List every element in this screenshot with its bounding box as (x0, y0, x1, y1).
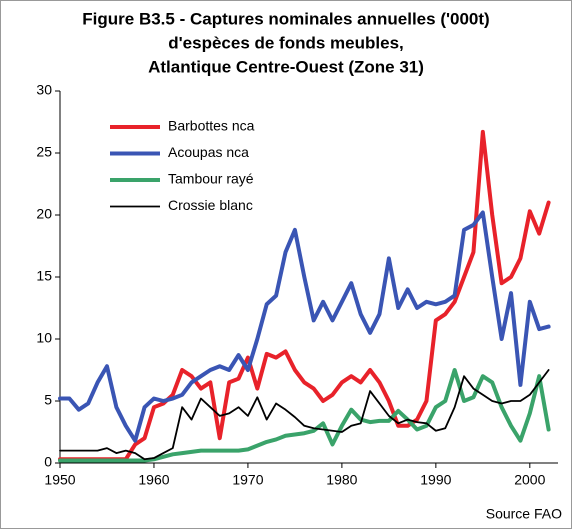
y-tick-label: 10 (36, 330, 52, 346)
x-tick-label: 1950 (44, 472, 75, 488)
legend-label: Barbottes nca (168, 118, 255, 134)
series-line (58, 368, 551, 463)
legend-label: Acoupas nca (168, 144, 249, 160)
x-tick-label: 2000 (514, 472, 545, 488)
y-tick-label: 25 (36, 144, 52, 160)
x-tick-label: 1970 (232, 472, 263, 488)
x-tick-label: 1980 (326, 472, 357, 488)
chart-title: Atlantique Centre-Ouest (Zone 31) (148, 57, 424, 76)
x-tick-label: 1960 (138, 472, 169, 488)
y-tick-label: 20 (36, 206, 52, 222)
y-tick-label: 15 (36, 268, 52, 284)
series-line (58, 129, 551, 462)
y-tick-label: 5 (44, 392, 52, 408)
legend-label: Tambour rayé (168, 171, 254, 187)
x-tick-label: 1990 (420, 472, 451, 488)
y-tick-label: 30 (36, 82, 52, 98)
y-tick-label: 0 (44, 454, 52, 470)
legend-label: Crossie blanc (168, 197, 253, 213)
series-line (58, 210, 551, 443)
chart-title: d'espèces de fonds meubles, (168, 33, 404, 52)
source: Source FAO (486, 506, 562, 522)
series-line (59, 369, 550, 461)
chart-title: Figure B3.5 - Captures nominales annuell… (82, 9, 489, 28)
